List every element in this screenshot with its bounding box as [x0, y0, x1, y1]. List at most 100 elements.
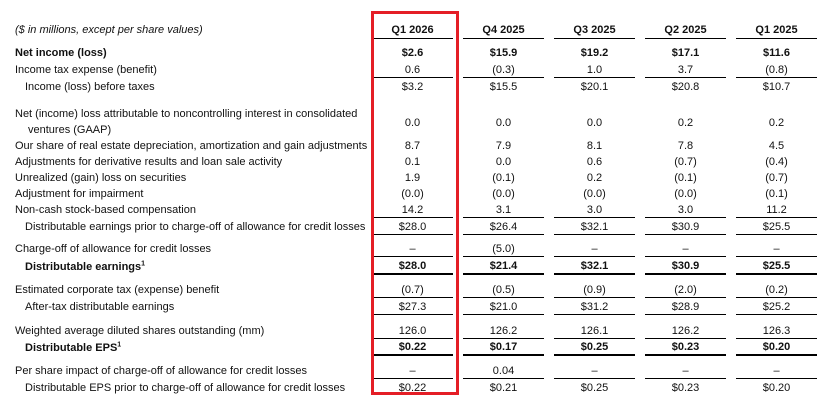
table-cell: $20.8	[645, 76, 726, 94]
footnote-marker: 1	[117, 341, 122, 349]
table-cell: –	[682, 364, 689, 377]
table-cell: $21.0	[463, 296, 544, 315]
row-label: Our share of real estate depreciation, a…	[15, 140, 368, 152]
table-cell: $28.0	[372, 216, 453, 235]
row-label: Net (income) loss attributable to noncon…	[15, 94, 372, 137]
footnote-marker: 1	[141, 260, 146, 268]
table-cell: 0.2	[586, 172, 603, 184]
table-cell: 8.1	[586, 140, 603, 152]
table-cell: –	[773, 364, 780, 377]
table-row: Estimated corporate tax (expense) benefi…	[15, 274, 817, 297]
table-row: Unrealized (gain) loss on securities 1.9…	[15, 169, 817, 185]
table-cell: 14.2	[401, 203, 424, 216]
table-row: Distributable earnings1 $28.0 $21.4 $32.…	[15, 255, 817, 275]
table-cell: (0.2)	[765, 283, 788, 296]
row-label: Net income (loss)	[15, 47, 107, 59]
table-cell: (0.9)	[583, 283, 606, 296]
table-cell: $0.20	[736, 337, 817, 356]
table-cell: (0.0)	[401, 188, 424, 200]
table-cell: $28.0	[372, 255, 453, 275]
table-cell: (0.1)	[492, 172, 515, 184]
table-cell: $0.23	[645, 337, 726, 356]
table-cell: (2.0)	[674, 283, 697, 296]
units-note: ($ in millions, except per share values)	[15, 24, 203, 36]
row-label: Charge-off of allowance for credit losse…	[15, 243, 212, 255]
table-cell: 3.7	[677, 63, 694, 76]
table-cell: (0.7)	[401, 283, 424, 296]
table-cell: –	[409, 364, 416, 377]
table-row: Distributable EPS1 $0.22 $0.17 $0.25 $0.…	[15, 337, 817, 356]
table-cell: 126.2	[489, 324, 518, 337]
table-row: Our share of real estate depreciation, a…	[15, 137, 817, 153]
table-cell: $0.21	[463, 377, 544, 395]
distributable-earnings-table: ($ in millions, except per share values)…	[15, 14, 817, 395]
table-cell: 0.2	[677, 117, 694, 129]
table-cell: 4.5	[768, 140, 785, 152]
table-cell: $0.20	[736, 377, 817, 395]
table-cell: –	[591, 242, 598, 255]
column-header: Q1 2026	[372, 14, 453, 39]
table-cell: $28.9	[645, 296, 726, 315]
table-cell: (0.0)	[492, 188, 515, 200]
table-cell: $30.9	[645, 216, 726, 235]
table-cell: 0.1	[404, 156, 421, 168]
table-cell: $21.4	[463, 255, 544, 275]
table-cell: 8.7	[404, 140, 421, 152]
row-label: After-tax distributable earnings	[25, 301, 175, 313]
table-cell: 0.2	[768, 117, 785, 129]
table-cell: –	[591, 364, 598, 377]
table-row: Per share impact of charge-off of allowa…	[15, 355, 817, 378]
table-cell: 0.0	[586, 117, 603, 129]
row-label: Unrealized (gain) loss on securities	[15, 172, 187, 184]
table-cell: 3.0	[677, 203, 694, 216]
table-cell: $25.5	[736, 255, 817, 275]
table-cell: 0.6	[586, 156, 603, 168]
table-cell: (5.0)	[492, 242, 515, 255]
row-label: Distributable earnings prior to charge-o…	[25, 221, 366, 233]
table-cell: –	[773, 242, 780, 255]
row-label: Weighted average diluted shares outstand…	[15, 325, 265, 337]
row-label: Distributable EPS prior to charge-off of…	[25, 382, 346, 394]
table-row: Weighted average diluted shares outstand…	[15, 314, 817, 338]
table-cell: $2.6	[401, 47, 424, 59]
table-row: Net (income) loss attributable to noncon…	[15, 94, 817, 137]
table-cell: (0.0)	[674, 188, 697, 200]
table-cell: $17.1	[671, 47, 700, 59]
table-cell: $31.2	[554, 296, 635, 315]
table-cell: $0.22	[372, 337, 453, 356]
table-cell: $30.9	[645, 255, 726, 275]
row-label: Per share impact of charge-off of allowa…	[15, 365, 308, 377]
column-header: Q1 2025	[736, 14, 817, 39]
header-row: ($ in millions, except per share values)…	[15, 14, 817, 39]
column-header: Q2 2025	[645, 14, 726, 39]
row-label: Adjustments for derivative results and l…	[15, 156, 283, 168]
table-row: Income (loss) before taxes $3.2 $15.5 $2…	[15, 76, 817, 94]
table-cell: 0.6	[404, 63, 421, 76]
row-label: Distributable earnings1	[15, 256, 372, 274]
table-cell: (0.1)	[765, 188, 788, 200]
table-cell: (0.3)	[492, 63, 515, 76]
table-row: Net income (loss) $2.6 $15.9 $19.2 $17.1…	[15, 38, 817, 60]
table-row: Adjustments for derivative results and l…	[15, 153, 817, 169]
table-row: Adjustment for impairment (0.0) (0.0) (0…	[15, 185, 817, 201]
table-cell: $0.25	[554, 377, 635, 395]
table-row: Non-cash stock-based compensation 14.2 3…	[15, 201, 817, 217]
table-cell: $15.5	[463, 76, 544, 94]
row-label: Income tax expense (benefit)	[15, 64, 157, 76]
table-cell: –	[409, 242, 416, 255]
table-cell: $0.25	[554, 337, 635, 356]
column-header: Q3 2025	[554, 14, 635, 39]
table-cell: $26.4	[463, 216, 544, 235]
table-cell: $19.2	[580, 47, 609, 59]
table-cell: (0.7)	[765, 172, 788, 184]
table-cell: 126.1	[580, 324, 609, 337]
table-cell: (0.7)	[674, 156, 697, 168]
table-cell: (0.5)	[492, 283, 515, 296]
table-cell: 126.3	[762, 324, 791, 337]
column-header: Q4 2025	[463, 14, 544, 39]
table-cell: (0.4)	[765, 156, 788, 168]
table-row: Charge-off of allowance for credit losse…	[15, 234, 817, 256]
table-cell: $0.22	[372, 377, 453, 395]
table-cell: 126.0	[398, 324, 427, 337]
table-cell: –	[682, 242, 689, 255]
